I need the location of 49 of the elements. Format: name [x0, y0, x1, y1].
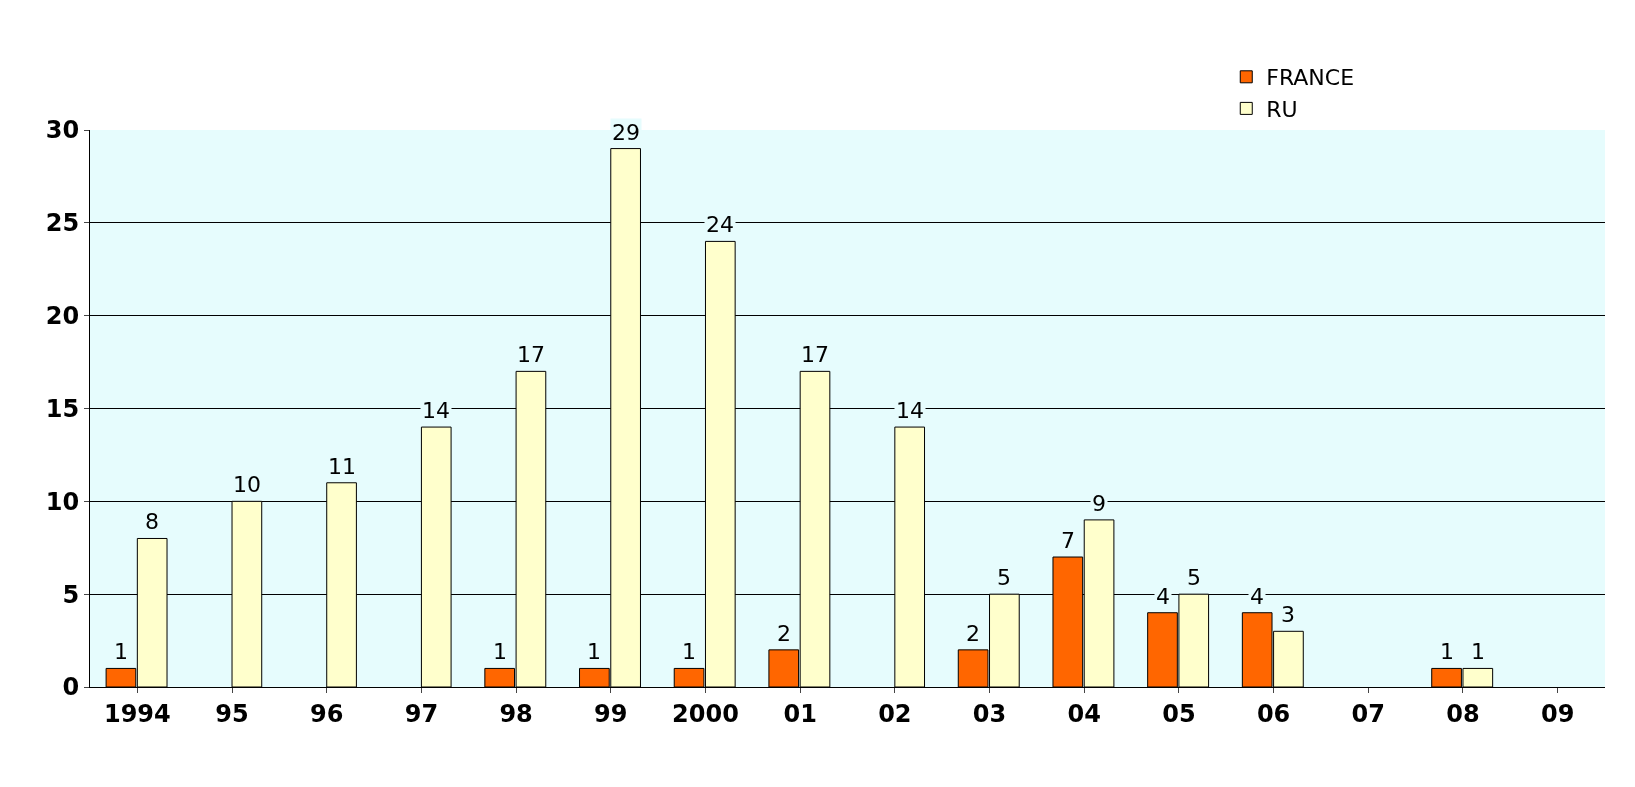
data-label: 1: [493, 639, 507, 664]
data-label: 1: [587, 639, 601, 664]
x-tick-label: 07: [1351, 699, 1385, 728]
x-tick-label: 08: [1446, 699, 1480, 728]
x-tick-label: 1994: [103, 699, 171, 728]
data-label: 11: [328, 454, 356, 479]
y-tick-label: 5: [62, 580, 80, 609]
data-label: 17: [801, 342, 829, 367]
x-tick-label: 95: [215, 699, 249, 728]
data-label: 7: [1061, 528, 1075, 553]
data-label: 17: [517, 342, 545, 367]
x-tick-label: 06: [1256, 699, 1291, 728]
data-label: 1: [114, 639, 128, 664]
data-label: 14: [896, 398, 924, 423]
data-label: 5: [1187, 565, 1201, 590]
x-tick-label: 99: [594, 699, 628, 728]
y-tick-label: 30: [45, 116, 80, 145]
data-label: 9: [1092, 491, 1106, 516]
x-tick-label: 03: [972, 699, 1007, 728]
data-label: 29: [612, 120, 640, 145]
data-label: 1: [1440, 639, 1454, 664]
y-tick-label: 0: [62, 673, 80, 702]
x-tick-label: 05: [1162, 699, 1196, 728]
data-label: 3: [1281, 602, 1295, 627]
data-label: 4: [1250, 584, 1264, 609]
y-tick-label: 10: [45, 487, 80, 516]
x-tick-label: 02: [878, 699, 912, 728]
data-label: 2: [777, 621, 791, 646]
x-tick-label: 2000: [672, 699, 739, 728]
data-label: 4: [1156, 584, 1170, 609]
y-tick-label: 15: [45, 394, 80, 423]
y-tick-label: 25: [45, 209, 80, 238]
x-tick-label: 09: [1540, 699, 1575, 728]
legend-label: FRANCE: [1266, 65, 1355, 91]
data-label: 8: [145, 509, 159, 534]
y-tick-label: 20: [45, 302, 80, 331]
data-label: 2: [966, 621, 980, 646]
data-label: 10: [233, 472, 261, 497]
data-label: 5: [997, 565, 1011, 590]
data-label: 1: [1471, 639, 1485, 664]
data-label: 1: [682, 639, 696, 664]
data-label: 24: [706, 212, 734, 237]
x-tick-label: 97: [404, 699, 439, 728]
x-tick-label: 01: [783, 699, 817, 728]
data-label: 14: [422, 398, 450, 423]
x-tick-label: 04: [1067, 699, 1101, 728]
legend-label: RU: [1266, 96, 1298, 122]
x-tick-label: 96: [310, 699, 344, 728]
x-tick-label: 98: [499, 699, 533, 728]
